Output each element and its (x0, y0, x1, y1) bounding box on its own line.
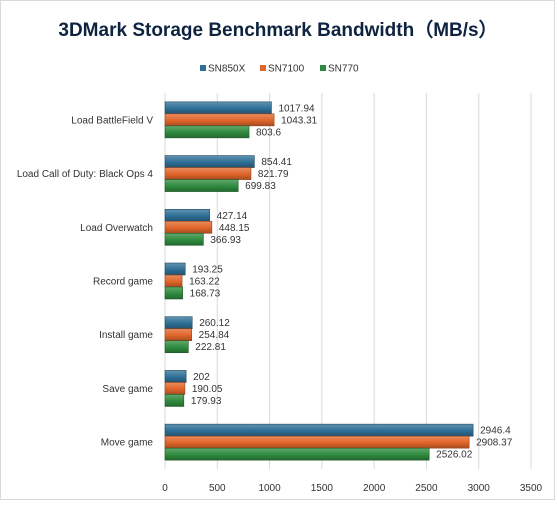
bar-sn770 (164, 447, 430, 461)
bar-sn850x (164, 316, 193, 330)
bar-sn850x (164, 423, 474, 437)
x-tick-label: 2000 (363, 483, 386, 494)
bar-sn770 (164, 179, 239, 192)
bar-sn850x (164, 262, 186, 276)
legend: SN850X SN7100 SN770 (200, 64, 359, 75)
legend-label: SN770 (328, 64, 359, 75)
value-label: 1043.31 (281, 115, 318, 126)
bar-sn770 (164, 394, 185, 407)
category-label: Save game (102, 384, 153, 395)
value-label: 163.22 (189, 277, 220, 288)
x-tick-label: 3000 (468, 483, 491, 494)
category-label: Move game (101, 438, 154, 449)
x-tick-label: 1500 (311, 483, 334, 494)
bar-sn7100 (164, 435, 470, 449)
x-axis-ticks: 0 500 1000 1500 2000 2500 3000 3500 (162, 483, 542, 494)
bar-sn7100 (164, 274, 183, 288)
bar-sn7100 (164, 220, 213, 234)
value-label: 179.93 (191, 396, 222, 407)
value-label: 803.6 (256, 127, 281, 138)
value-label: 2908.37 (476, 438, 513, 449)
value-label: 366.93 (210, 235, 241, 246)
x-tick-label: 500 (209, 483, 226, 494)
legend-label: SN850X (208, 64, 246, 75)
x-tick-label: 0 (162, 483, 168, 494)
legend-item-sn850x: SN850X (200, 64, 246, 75)
bars (164, 101, 474, 461)
bar-sn850x (164, 155, 255, 168)
value-label: 1017.94 (278, 103, 315, 114)
value-label: 448.15 (219, 223, 250, 234)
bar-sn850x (164, 208, 210, 222)
bar-sn850x (164, 370, 187, 383)
x-tick-label: 2500 (415, 483, 438, 494)
category-label: Load BattleField V (71, 115, 153, 126)
bar-sn770 (164, 340, 189, 354)
chart-title: 3DMark Storage Benchmark Bandwidth（MB/s） (58, 18, 497, 41)
value-label: 427.14 (217, 211, 248, 222)
category-label: Install game (99, 330, 153, 341)
legend-swatch (320, 65, 326, 71)
bar-sn7100 (164, 113, 275, 127)
bar-sn770 (164, 125, 250, 139)
value-label: 2946.4 (480, 426, 511, 437)
value-label: 699.83 (245, 181, 276, 192)
gridlines (164, 93, 532, 469)
category-label: Load Call of Duty: Black Ops 4 (17, 169, 154, 180)
value-label: 193.25 (192, 265, 223, 276)
category-labels: Load BattleField V Load Call of Duty: Bla… (17, 115, 154, 448)
category-label: Record game (93, 277, 153, 288)
legend-label: SN7100 (268, 64, 305, 75)
value-label: 168.73 (190, 289, 221, 300)
value-label: 260.12 (199, 318, 230, 329)
value-label: 254.84 (199, 330, 230, 341)
x-tick-label: 3500 (520, 483, 543, 494)
value-label: 821.79 (258, 169, 289, 180)
legend-swatch (200, 65, 206, 71)
category-label: Load Overwatch (80, 223, 153, 234)
legend-swatch (260, 65, 266, 71)
bar-sn770 (164, 286, 183, 300)
value-label: 190.05 (192, 384, 223, 395)
value-label: 202 (193, 372, 210, 383)
bar-sn7100 (164, 328, 192, 342)
legend-item-sn7100: SN7100 (260, 64, 305, 75)
x-tick-label: 1000 (258, 483, 281, 494)
bar-sn7100 (164, 382, 186, 395)
bar-sn770 (164, 232, 204, 246)
legend-item-sn770: SN770 (320, 64, 359, 75)
value-label: 2526.02 (436, 450, 473, 461)
value-label: 854.41 (261, 157, 292, 168)
bar-sn7100 (164, 167, 252, 180)
bar-sn850x (164, 101, 272, 115)
value-label: 222.81 (195, 342, 226, 353)
